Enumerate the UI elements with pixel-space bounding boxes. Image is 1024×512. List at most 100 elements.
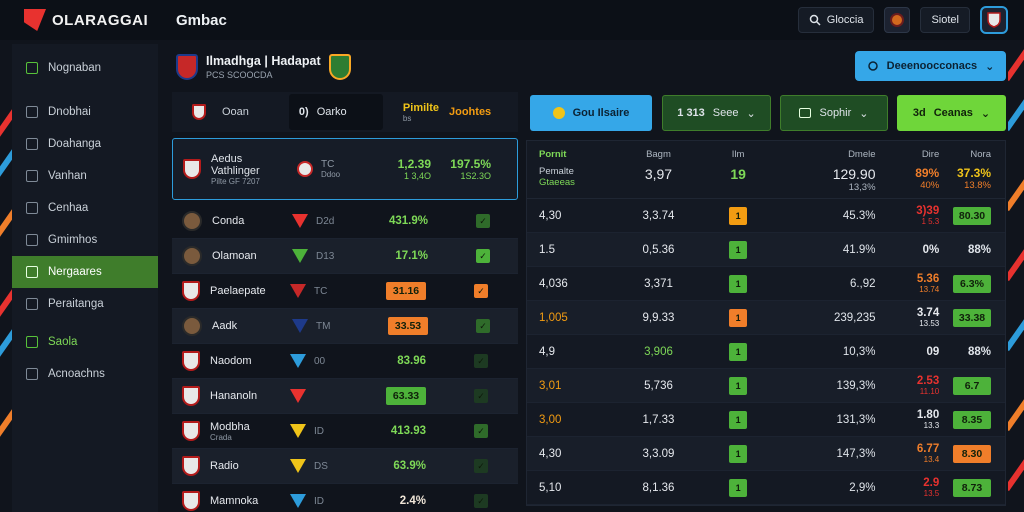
player-row[interactable]: Mamnoka ID 2.4% ✓ <box>172 484 518 512</box>
col-5-header[interactable]: Dire <box>921 149 940 160</box>
select-checkbox[interactable]: ✓ <box>476 214 490 228</box>
col-6-header[interactable]: Nora <box>970 149 991 160</box>
select-checkbox[interactable]: ✓ <box>476 249 490 263</box>
sidebar-item[interactable]: Gmimhos <box>12 224 158 256</box>
btn-seee[interactable]: 1 313 Seee ⌄ <box>662 95 771 131</box>
stats-row[interactable]: 4,30 3,3.09 1 147,3% 6.77 13.4 8.30 <box>527 437 1005 471</box>
player-avatar <box>182 316 202 336</box>
sidebar-item[interactable]: Doahanga <box>12 128 158 160</box>
stats-row[interactable]: 3,01 5,736 1 139,3% 2.53 11.10 6.7 <box>527 369 1005 403</box>
col-1-header[interactable]: Pornit <box>539 149 567 160</box>
stat-col-5-val: 5.36 <box>916 273 940 285</box>
nav-icon <box>26 368 38 380</box>
stats-row[interactable]: 3,00 1,7.33 1 131,3% 1.80 13.3 8.35 <box>527 403 1005 437</box>
sidebar-item[interactable]: Saola <box>12 326 158 358</box>
select-checkbox[interactable]: ✓ <box>474 424 488 438</box>
nav-icon <box>26 298 38 310</box>
stat-col-4: 2,9% <box>849 481 876 494</box>
sidebar-item-label: Doahanga <box>48 138 102 150</box>
col-6-val: 37.3% <box>956 166 991 180</box>
player-value-cell: 17.1% <box>372 250 428 262</box>
sidebar-item[interactable]: Nergaares <box>12 256 158 288</box>
meta-col-1[interactable]: Pimilte bs <box>403 102 439 123</box>
stat-col-3: 1 <box>710 410 766 429</box>
stat-col-1: 1,005 <box>539 311 568 324</box>
chevron-down-icon: ⌄ <box>859 107 869 120</box>
player-row[interactable]: Modbha Crada ID 413.93 ✓ <box>172 414 518 449</box>
stat-col-5-val: 6.77 <box>916 443 940 455</box>
status-indicator: 1 <box>729 376 748 395</box>
btn-sophir[interactable]: Sophir ⌄ <box>780 95 888 131</box>
player-crest-icon <box>182 281 200 301</box>
club-avatar[interactable] <box>884 7 911 33</box>
stat-col-6-val: 88% <box>967 243 991 256</box>
player-mid-value: DS <box>314 460 328 472</box>
stat-col-6: 6.7 <box>939 376 1005 395</box>
stats-table: Pornit Pemalte Gtaeeas Bagm 3,97 Ilm 19 … <box>526 140 1006 506</box>
sidebar-item[interactable]: Cenhaa <box>12 192 158 224</box>
stat-col-5-sub: 13.5 <box>923 489 940 498</box>
stat-col-1: 4,30 <box>539 209 562 222</box>
stats-row[interactable]: 4,30 3,3.74 1 45.3% 3)39 1 5.3 80.30 <box>527 199 1005 233</box>
club-icon <box>290 494 306 508</box>
stats-row[interactable]: 5,10 8,1.36 1 2,9% 2.9 13.5 8.73 <box>527 471 1005 505</box>
col-4-header[interactable]: Dmele <box>848 149 876 160</box>
sidebar-item[interactable]: Acnoachns <box>12 358 158 390</box>
select-checkbox[interactable]: ✓ <box>474 494 488 508</box>
club-icon <box>290 389 306 403</box>
stat-col-5-sub: 11.10 <box>919 387 940 396</box>
player-name-cell: Paelaepate <box>210 285 282 297</box>
team-filter[interactable]: Ooan <box>182 94 259 130</box>
player-row[interactable]: Olamoan D13 17.1% ✓ <box>172 239 518 274</box>
player-crest-icon <box>182 421 200 441</box>
col-2-header[interactable]: Bagm <box>646 149 671 160</box>
stat-col-5: 2.9 13.5 <box>876 477 940 498</box>
meta-2-label[interactable]: Joohtes <box>449 106 492 118</box>
sidebar-item[interactable]: Dnobhai <box>12 96 158 128</box>
sidebar-item[interactable]: Vanhan <box>12 160 158 192</box>
stat-col-5-sub: 1 5.3 <box>921 217 940 226</box>
info-icon <box>552 107 565 119</box>
stats-row[interactable]: 4,036 3,371 1 6.,92 5.36 13.74 6.3% <box>527 267 1005 301</box>
stat-col-5-sub: 13.74 <box>919 285 940 294</box>
select-checkbox[interactable]: ✓ <box>474 389 488 403</box>
search-button[interactable]: Gloccia <box>797 7 875 33</box>
player-value-cell: 2.4% <box>370 495 426 507</box>
select-checkbox[interactable]: ✓ <box>474 284 488 298</box>
player-row[interactable]: Paelaepate TC 31.16 ✓ <box>172 274 518 309</box>
stats-row[interactable]: 1,005 9,9.33 1 239,235 3.74 13.53 33.38 <box>527 301 1005 335</box>
search-label: Gloccia <box>826 14 864 26</box>
player-row[interactable]: Hananoln 63.33 ✓ <box>172 379 518 414</box>
btn-player-select[interactable]: Gou Ilsaire <box>530 95 652 131</box>
stat-col-4: 139,3% <box>836 379 876 392</box>
primary-action-button[interactable]: Deeenoocconacs ⌄ <box>855 51 1006 81</box>
select-checkbox[interactable]: ✓ <box>474 459 488 473</box>
col-6-sub: 13.8% <box>964 180 991 191</box>
refresh-icon <box>867 61 878 71</box>
col-3-header[interactable]: Ilm <box>731 149 745 160</box>
profile-button[interactable] <box>980 6 1008 34</box>
player-row[interactable]: Aadk TM 33.53 ✓ <box>172 309 518 344</box>
sidebar-item-label: Cenhaa <box>48 202 89 214</box>
sidebar-item[interactable]: Nognaban <box>12 52 158 84</box>
featured-val-2-sub: 1S2.3O <box>460 171 491 181</box>
btn-ceanas[interactable]: 3d Ceanas ⌄ <box>897 95 1006 131</box>
featured-player-row[interactable]: Aedus Vathlinger Pilte GF 7207 TC Ddoo 1… <box>172 138 518 200</box>
player-value: 431.9% <box>388 215 428 227</box>
user-menu[interactable]: Siotel <box>920 7 970 33</box>
select-checkbox[interactable]: ✓ <box>476 319 490 333</box>
select-checkbox[interactable]: ✓ <box>474 354 488 368</box>
stat-col-5-val: 3)39 <box>916 205 940 217</box>
stat-col-3: 1 <box>710 342 766 361</box>
sidebar-item[interactable]: Peraitanga <box>12 288 158 320</box>
team-filter-label: Ooan <box>222 106 249 118</box>
sort-chip[interactable]: 0) Oarko <box>288 94 383 130</box>
stats-row[interactable]: 1.5 0,5.36 1 41.9% 0% 88% <box>527 233 1005 267</box>
player-row[interactable]: Radio DS 63.9% ✓ <box>172 449 518 484</box>
stats-row[interactable]: 4,9 3,906 1 10,3% 09 88% <box>527 335 1005 369</box>
stat-col-5-sub: 13.3 <box>923 421 940 430</box>
player-row[interactable]: Naodom 00 83.96 ✓ <box>172 344 518 379</box>
sidebar-item-label: Nognaban <box>48 62 102 74</box>
app-logo[interactable]: OLARAGGAI <box>0 9 160 31</box>
player-row[interactable]: Conda D2d 431.9% ✓ <box>172 204 518 239</box>
